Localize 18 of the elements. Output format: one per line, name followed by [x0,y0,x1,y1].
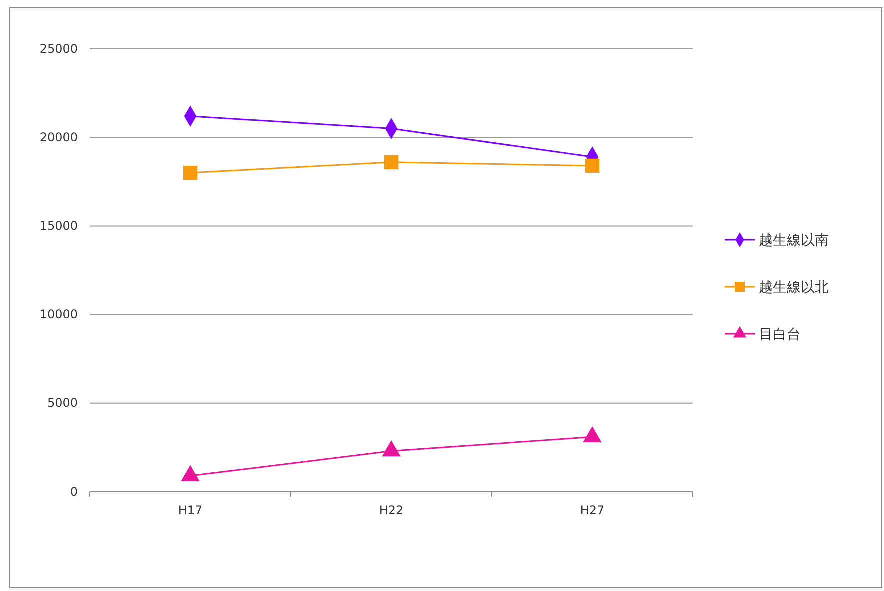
legend-label: 越生線以南 [759,233,829,249]
legend-label: 目白台 [759,327,801,343]
point [585,158,600,174]
point [183,166,198,180]
x-tick-label: H22 [379,504,404,518]
point [382,440,401,457]
legend-label: 越生線以北 [759,280,829,296]
y-tick-label: 0 [70,484,78,499]
y-tick-label: 10000 [40,308,78,322]
point [583,426,602,442]
point [181,465,200,482]
y-tick-label: 15000 [40,219,78,234]
y-tick-label: 5000 [47,396,78,410]
x-tick-label: H27 [580,504,605,518]
y-tick-label: 25000 [40,42,78,56]
x-tick-label: H17 [178,504,203,518]
y-tick-label: 20000 [40,130,78,144]
point [384,155,399,170]
